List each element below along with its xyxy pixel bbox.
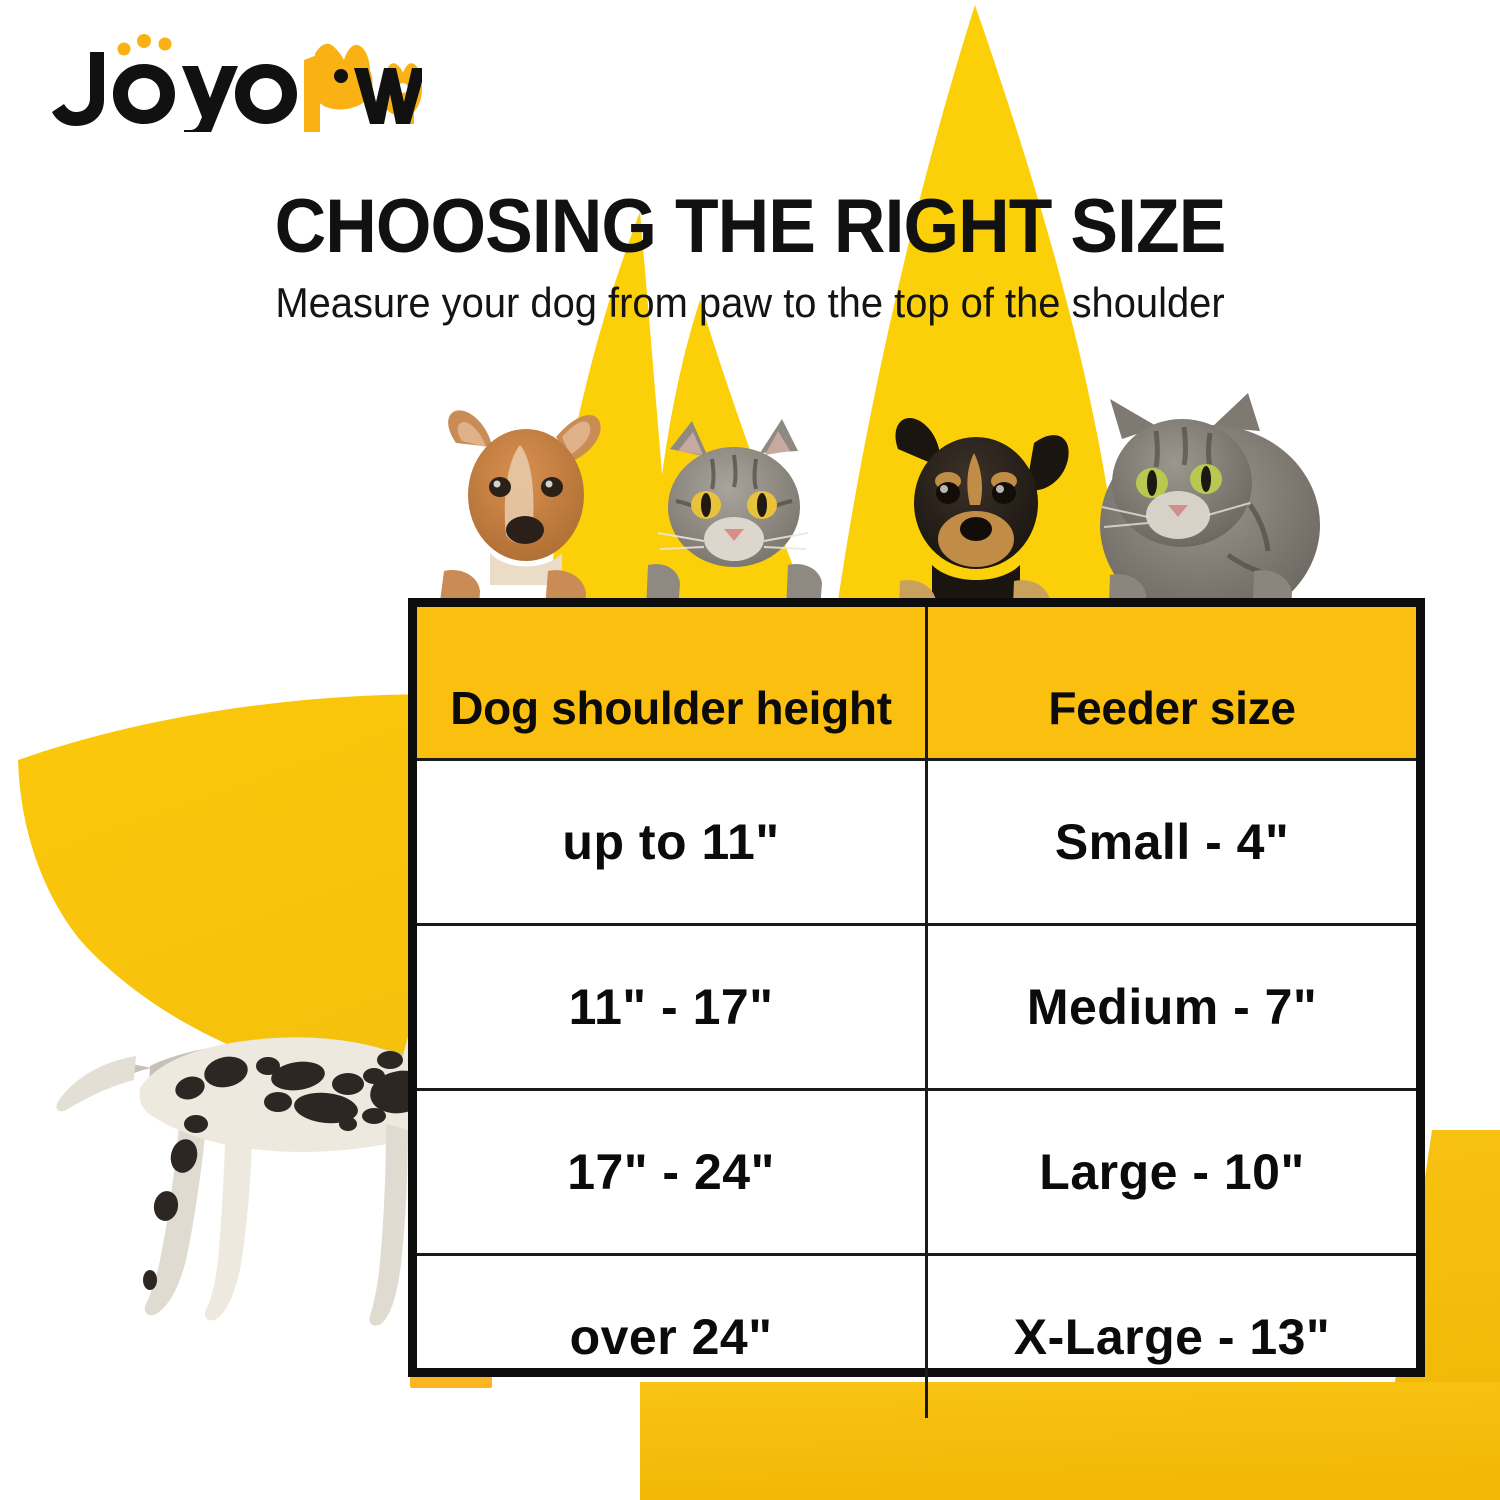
column-header-feeder-size: Feeder size <box>924 607 1416 761</box>
size-chart-table: Dog shoulder height Feeder size up to 11… <box>408 598 1425 1418</box>
cell-size-3: Large - 10" <box>924 1088 1416 1256</box>
pet-photo-fluffy-gray-cat <box>1100 393 1320 633</box>
cell-size-2: Medium - 7" <box>924 923 1416 1091</box>
cell-height-1: up to 11" <box>417 758 928 926</box>
cell-height-2: 11" - 17" <box>417 923 928 1091</box>
pet-photo-gray-tabby-cat <box>646 419 822 611</box>
pet-photo-tan-dog <box>438 410 601 636</box>
table-row: 17" - 24" Large - 10" <box>417 1088 1416 1256</box>
dog-head-p-icon <box>304 43 373 132</box>
table-row: 11" - 17" Medium - 7" <box>417 923 1416 1091</box>
paw-dots-icon <box>117 34 172 56</box>
table-row: over 24" X-Large - 13" <box>417 1253 1416 1418</box>
page-title: CHOOSING THE RIGHT SIZE <box>274 184 1227 269</box>
yellow-fan-bottom-left <box>18 694 470 1092</box>
cell-height-3: 17" - 24" <box>417 1088 928 1256</box>
cell-height-4: over 24" <box>417 1253 928 1418</box>
table-header-row: Dog shoulder height Feeder size <box>417 607 1416 761</box>
table-row: up to 11" Small - 4" <box>417 758 1416 926</box>
column-header-dog-shoulder-height: Dog shoulder height <box>417 607 928 761</box>
brand-logo[interactable] <box>52 32 426 144</box>
pet-photo-strip <box>420 385 1380 640</box>
cell-size-1: Small - 4" <box>924 758 1416 926</box>
page-subtitle: Measure your dog from paw to the top of … <box>275 279 1225 326</box>
cell-size-4: X-Large - 13" <box>924 1253 1416 1418</box>
